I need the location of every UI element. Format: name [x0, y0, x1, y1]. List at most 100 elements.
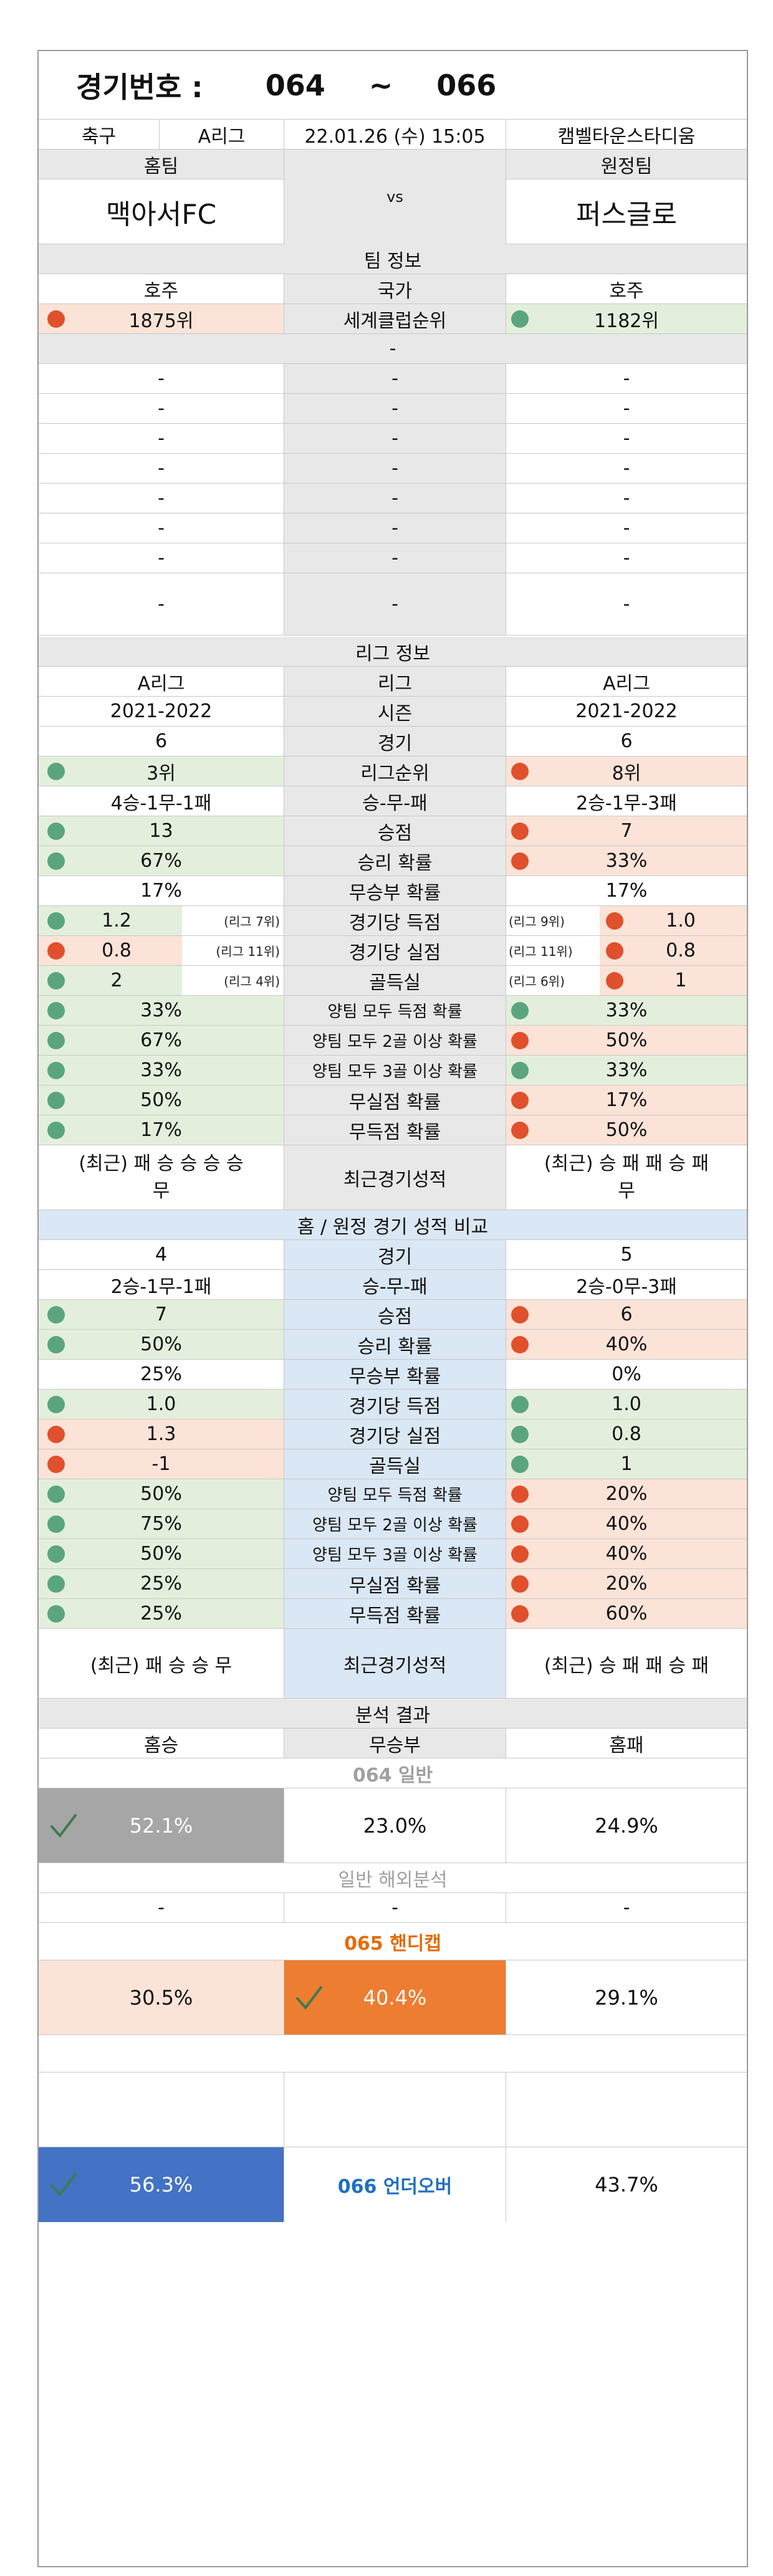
- compare-home-value: 2승-1무-1패: [110, 1276, 212, 1298]
- league-home-value: 3위: [146, 762, 176, 785]
- dash-cell: -: [284, 424, 506, 453]
- compare-away-cell: 20%: [506, 1569, 747, 1598]
- league-home-value: 2: [110, 970, 123, 991]
- dash-cell: -: [623, 457, 630, 479]
- away-label: 원정팀: [506, 150, 747, 179]
- league-home-value: 2021-2022: [110, 700, 213, 722]
- compare-row: 50% 양팀 모두 득점 확률 20%: [39, 1479, 747, 1509]
- compare-row: 75% 양팀 모두 2골 이상 확률 40%: [39, 1509, 747, 1539]
- league-home-value: 17%: [140, 1119, 182, 1141]
- league-home-cell: 1.2 (리그 7위): [39, 906, 284, 935]
- handicap-title: 065 핸디캡: [344, 1932, 441, 1955]
- compare-away-value: 20%: [605, 1483, 648, 1505]
- league-recent-row: (최근) 패 승 승 승 승 무 최근경기성적 (최근) 승 패 패 승 패 무: [39, 1145, 747, 1210]
- league-away-cell: 7: [506, 816, 747, 846]
- compare-home-value: 25%: [140, 1603, 182, 1624]
- league-stat-label: 승-무-패: [284, 786, 506, 816]
- league-row: 67% 양팀 모두 2골 이상 확률 50%: [39, 1026, 747, 1056]
- status-dot: [47, 1545, 65, 1563]
- home-loss-label: 홈패: [609, 1734, 644, 1757]
- home-country: 호주: [39, 274, 284, 303]
- status-dot: [511, 1395, 529, 1413]
- overseas-row: - - -: [39, 1893, 747, 1923]
- home-recent-results-cont: 무: [152, 1180, 170, 1202]
- league-home-cell: 33%: [39, 996, 284, 1025]
- league-away-value: A리그: [603, 672, 650, 695]
- general-win-pct: 52.1%: [129, 1813, 193, 1838]
- dash-cell: -: [623, 547, 630, 569]
- league-home-value: 17%: [140, 880, 182, 902]
- away-club-rank: 1182위: [594, 310, 659, 332]
- league-home-value: 4승-1무-1패: [110, 792, 212, 814]
- draw-label: 무승부: [284, 1729, 506, 1758]
- compare-home-value: 4: [155, 1244, 168, 1266]
- overseas-title: 일반 해외분석: [338, 1869, 448, 1891]
- league-stat-label: 양팀 모두 3골 이상 확률: [284, 1056, 506, 1085]
- league-home-cell: 6: [39, 727, 284, 756]
- game-number-label: 경기번호 :: [76, 70, 203, 104]
- status-dot: [511, 1335, 529, 1353]
- team-name-row: 맥아서FC vs 퍼스글로: [39, 150, 747, 244]
- league-home-cell: 17%: [39, 1115, 284, 1145]
- league-away-rank-note: (리그 9위): [509, 914, 565, 929]
- match-datetime: 22.01.26 (수) 15:05: [284, 120, 506, 149]
- compare-title-row: 홈 / 원정 경기 성적 비교: [39, 1210, 747, 1240]
- status-dot: [47, 1061, 65, 1079]
- status-dot: [47, 1605, 65, 1623]
- league-away-cell: A리그: [506, 667, 747, 696]
- overseas-title-row: 일반 해외분석: [39, 1863, 747, 1893]
- vs-label: vs: [284, 150, 506, 244]
- compare-home-cell: 1.0: [39, 1390, 284, 1419]
- general-title: 064 일반: [352, 1764, 433, 1787]
- compare-stat-label: 양팀 모두 3골 이상 확률: [284, 1539, 506, 1568]
- compare-home-value: 75%: [140, 1513, 182, 1535]
- compare-title: 홈 / 원정 경기 성적 비교: [297, 1216, 489, 1238]
- league-home-rank-note: (리그 7위): [224, 914, 280, 929]
- league-home-cell: 2 (리그 4위): [39, 966, 284, 995]
- dash-cell: -: [284, 543, 506, 573]
- country-label: 국가: [284, 274, 506, 303]
- compare-recent-label: 최근경기성적: [284, 1629, 506, 1698]
- status-dot: [511, 1061, 529, 1079]
- compare-stat-label: 경기: [284, 1240, 506, 1269]
- compare-away-value: 20%: [605, 1573, 648, 1595]
- status-dot: [47, 971, 65, 990]
- sport: 축구: [39, 120, 160, 149]
- team-info-dash-row: -: [39, 334, 747, 364]
- dash-cell: -: [284, 573, 506, 635]
- status-dot: [511, 1455, 529, 1473]
- status-dot: [511, 1515, 529, 1533]
- league-row: 13 승점 7: [39, 816, 747, 846]
- team-info-title-row: 팀 정보: [39, 244, 747, 274]
- status-dot: [511, 822, 529, 840]
- compare-home-cell: 50%: [39, 1330, 284, 1359]
- game-start-number: 064: [265, 68, 325, 102]
- club-rank-label: 세계클럽순위: [284, 304, 506, 333]
- dash-cell: -: [39, 484, 284, 513]
- team-info-empty-row: ---: [39, 543, 747, 573]
- compare-away-cell: 1.0: [506, 1390, 747, 1419]
- league-away-value: 7: [620, 820, 633, 842]
- compare-away-value: 40%: [605, 1513, 648, 1535]
- under-pct: 56.3%: [129, 2173, 193, 2197]
- league-row: 2021-2022 시즌 2021-2022: [39, 697, 747, 727]
- compare-home-cell: 2승-1무-1패: [39, 1270, 284, 1299]
- status-dot: [47, 1335, 65, 1353]
- home-label: 홈팀: [39, 150, 284, 179]
- compare-row: -1 골득실 1: [39, 1449, 747, 1479]
- league-home-value: 50%: [140, 1089, 182, 1111]
- status-dot: [511, 762, 529, 780]
- club-rank-row: 1875위 세계클럽순위 1182위: [39, 304, 747, 334]
- league-info-title-row: 리그 정보: [39, 637, 747, 667]
- league-away-cell: 50%: [506, 1115, 747, 1145]
- home-win-label: 홈승: [39, 1729, 284, 1758]
- league-row: 33% 양팀 모두 3골 이상 확률 33%: [39, 1056, 747, 1085]
- league-stat-label: 양팀 모두 2골 이상 확률: [284, 1026, 506, 1055]
- league-row: 2 (리그 4위) 골득실 (리그 6위) 1: [39, 966, 747, 996]
- compare-stat-label: 양팀 모두 득점 확률: [284, 1479, 506, 1509]
- league-away-value: 33%: [605, 850, 648, 872]
- league-home-value: 1.2: [102, 910, 132, 932]
- league-home-cell: A리그: [39, 667, 284, 696]
- home-venue-recent: (최근) 패 승 승 무: [39, 1629, 284, 1698]
- compare-home-cell: 25%: [39, 1599, 284, 1628]
